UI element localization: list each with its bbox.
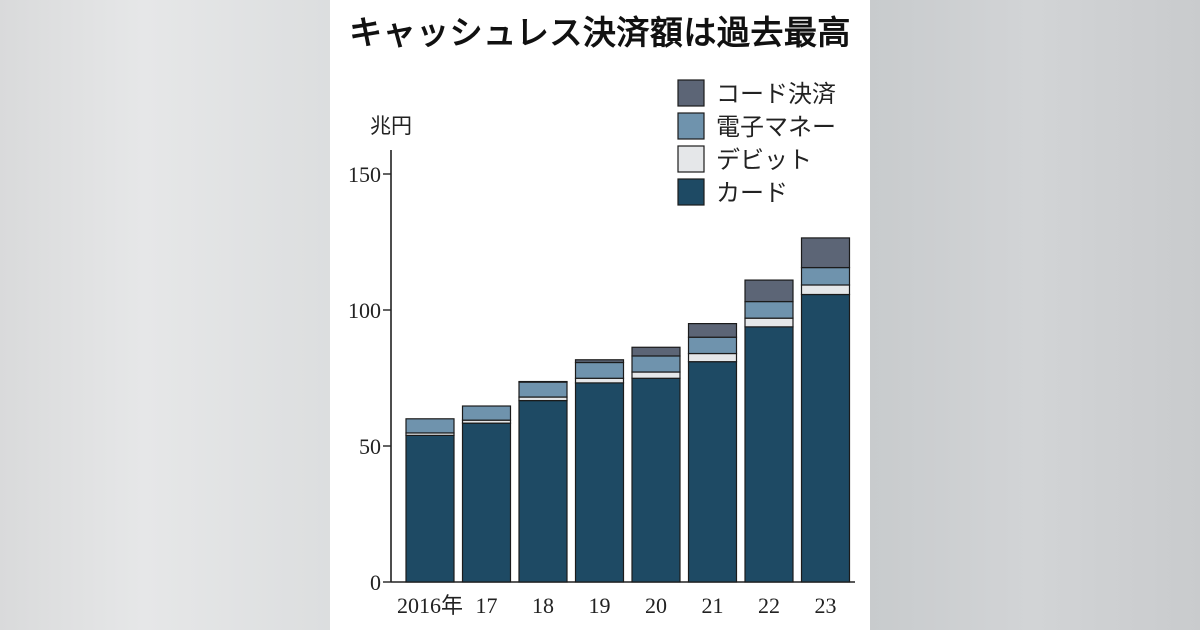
y-tick-label: 50 xyxy=(359,434,381,459)
bar-segment-debit xyxy=(574,377,625,384)
y-unit-label: 兆円 xyxy=(370,114,412,138)
x-tick-label: 23 xyxy=(815,593,837,618)
bar-segment-card xyxy=(461,422,512,583)
bar-segment-card xyxy=(631,377,681,583)
bar-segment-debit xyxy=(744,317,794,328)
bar-segment-card xyxy=(744,326,794,583)
bar-segment-code xyxy=(631,346,681,357)
bar-segment-emoney xyxy=(631,355,681,373)
bar-segment-debit xyxy=(800,284,851,296)
bar-segment-card xyxy=(518,399,568,583)
bar-segment-code xyxy=(518,380,568,383)
legend-label-emoney: 電子マネー xyxy=(716,113,836,141)
legend-label-debit: デビット xyxy=(716,146,812,174)
bar-segment-code xyxy=(574,359,625,364)
bar-segment-emoney xyxy=(687,336,738,355)
y-tick-label: 0 xyxy=(370,570,381,595)
bar-segment-emoney xyxy=(744,300,794,319)
x-tick-label: 21 xyxy=(702,593,724,618)
bar-segment-code xyxy=(687,323,738,338)
x-tick-label: 17 xyxy=(476,593,498,618)
chart-title: キャッシュレス決済額は過去最高 xyxy=(349,13,851,52)
bar-segment-emoney xyxy=(405,418,455,434)
bar-segment-emoney xyxy=(800,266,851,286)
legend-swatch-card xyxy=(677,178,705,206)
bar-segment-card xyxy=(800,293,851,583)
bar-segment-card xyxy=(405,434,455,583)
y-tick-label: 100 xyxy=(348,298,381,323)
chart-panel: キャッシュレス決済額は過去最高 兆円 0 50 100 150 2016年 17 18 19 20… xyxy=(330,0,870,630)
bar-segment-card xyxy=(687,361,738,583)
x-tick-label: 19 xyxy=(589,593,611,618)
bar-segment-debit xyxy=(631,371,681,379)
legend-swatch-emoney xyxy=(677,112,705,140)
stacked-bar-chart: 兆円 0 50 100 150 2016年 17 18 19 20 21 22 23 コード決済電子マネー… xyxy=(348,79,855,618)
y-tick-label: 150 xyxy=(348,162,381,187)
bar-segment-code xyxy=(744,279,794,303)
x-tick-label: 20 xyxy=(645,593,667,618)
bar-segment-emoney xyxy=(574,361,625,379)
bar-segment-emoney xyxy=(461,405,512,421)
bar-segment-code xyxy=(800,237,851,269)
legend-label-card: カード xyxy=(716,179,788,207)
legend-swatch-code xyxy=(677,79,705,107)
bar-segment-debit xyxy=(687,352,738,363)
bar-segment-emoney xyxy=(518,381,568,398)
x-tick-label: 18 xyxy=(532,593,554,618)
x-tick-label: 2016年 xyxy=(397,593,463,618)
x-tick-label: 22 xyxy=(758,593,780,618)
bar-segment-card xyxy=(574,382,625,583)
legend-swatch-debit xyxy=(677,145,705,173)
legend-label-code: コード決済 xyxy=(716,80,836,108)
